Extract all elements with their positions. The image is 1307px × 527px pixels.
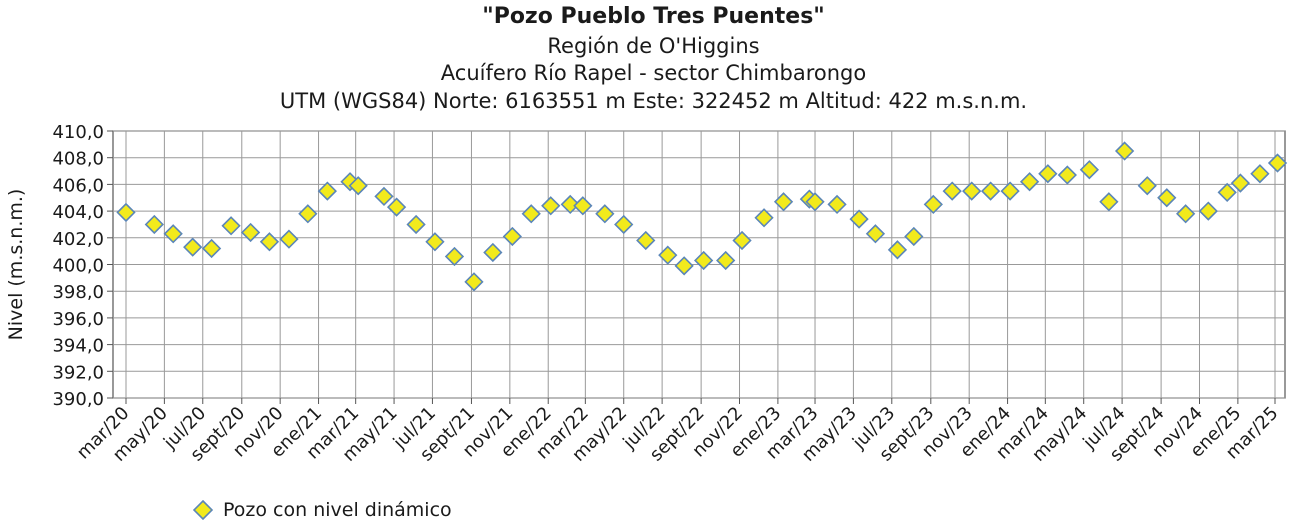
data-point (259, 232, 280, 252)
y-tick-label: 390,0 (52, 389, 104, 410)
data-point (1000, 181, 1020, 201)
data-point (183, 237, 203, 257)
y-tick-label: 404,0 (52, 202, 104, 223)
data-points (116, 141, 1288, 292)
data-point (636, 230, 656, 251)
data-point (201, 238, 222, 259)
data-point (116, 202, 136, 223)
data-point (1267, 153, 1288, 173)
data-point (754, 208, 774, 228)
data-point (374, 186, 394, 207)
data-point (1250, 164, 1270, 184)
data-point (658, 245, 678, 265)
data-point (962, 181, 982, 201)
data-point (827, 194, 847, 215)
chart-subtitle-aquifer: Acuífero Río Rapel - sector Chimbarongo (440, 61, 867, 85)
data-point (595, 204, 615, 224)
data-point (1137, 176, 1157, 196)
data-point (1230, 173, 1251, 193)
data-point (221, 216, 241, 236)
chart-subtitle-coordinates: UTM (WGS84) Norte: 6163551 m Este: 32245… (279, 89, 1028, 113)
data-point (317, 181, 337, 201)
data-point (560, 194, 580, 215)
data-point (425, 232, 445, 252)
data-point (1114, 141, 1135, 161)
data-point (298, 204, 318, 224)
chart-title: "Pozo Pueblo Tres Puentes" (482, 4, 825, 29)
data-point (732, 230, 752, 251)
data-point (483, 242, 503, 263)
data-point (1079, 160, 1100, 180)
grid-horizontal (113, 130, 1285, 399)
y-axis-label: Nivel (m.s.n.m.) (5, 189, 27, 341)
data-point (849, 209, 869, 229)
diamond-marker-icon (193, 500, 213, 520)
data-point (464, 272, 484, 292)
data-point (773, 192, 794, 212)
data-point (674, 256, 694, 276)
data-point (1099, 192, 1119, 212)
y-tick-label: 408,0 (52, 149, 104, 170)
data-point (1157, 188, 1177, 208)
data-point (541, 196, 561, 216)
y-tick-label: 410,0 (52, 122, 104, 143)
data-point (163, 224, 183, 244)
data-point (942, 181, 962, 201)
data-point (279, 229, 299, 249)
data-point (887, 240, 908, 260)
data-point (348, 176, 368, 196)
data-point (1019, 172, 1040, 192)
y-tick-label: 402,0 (52, 229, 104, 250)
data-point (923, 194, 943, 215)
data-point (1038, 164, 1058, 184)
data-point (694, 250, 714, 271)
data-point (1217, 182, 1237, 203)
legend: Pozo con nivel dinámico (193, 499, 452, 521)
y-axis-ticks: 390,0 392,0 394,0 396,0 398,0 400,0 402,0 404,0… (52, 122, 113, 410)
y-tick-label: 406,0 (52, 175, 104, 196)
y-tick-label: 396,0 (52, 309, 104, 330)
data-point (386, 197, 407, 217)
data-point (1198, 201, 1218, 221)
data-point (502, 226, 522, 247)
x-axis-ticks: mar/20may/20jul/20sept/20nov/20ene/21mar… (73, 398, 1283, 466)
data-point (614, 214, 634, 235)
y-tick-label: 394,0 (52, 336, 104, 357)
y-tick-label: 400,0 (52, 256, 104, 277)
data-point (716, 250, 736, 271)
data-point (865, 224, 886, 244)
data-point (573, 196, 593, 216)
data-point (1176, 204, 1196, 224)
data-point (240, 222, 261, 243)
data-point (904, 226, 924, 247)
legend-label: Pozo con nivel dinámico (223, 499, 452, 521)
data-point (144, 214, 164, 235)
data-point (406, 214, 426, 235)
y-tick-label: 392,0 (52, 362, 104, 383)
y-tick-label: 398,0 (52, 282, 104, 303)
data-point (980, 181, 1001, 201)
data-point (1057, 165, 1077, 185)
data-point (444, 246, 465, 267)
data-point (805, 192, 825, 212)
chart-subtitle-region: Región de O'Higgins (547, 34, 760, 58)
data-point (521, 204, 541, 224)
